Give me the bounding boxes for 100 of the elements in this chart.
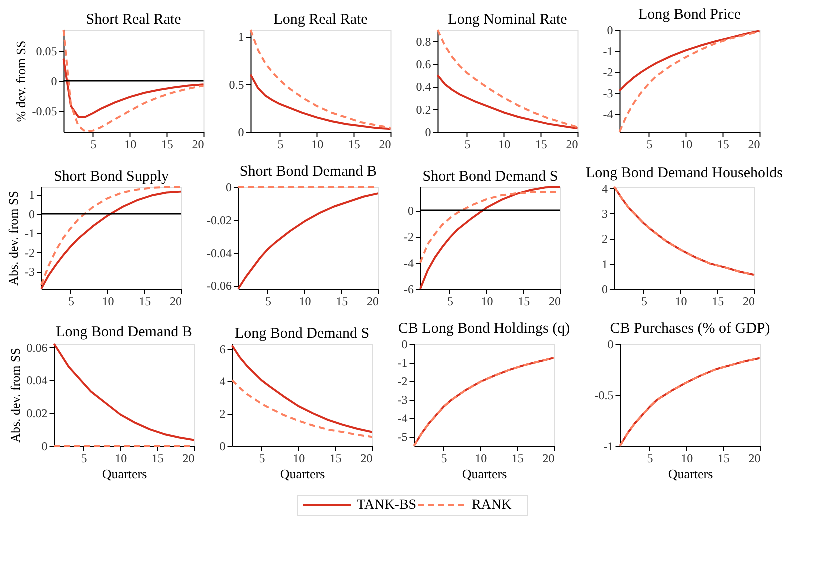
chart-title: Short Bond Supply	[54, 169, 170, 185]
y-tick-label: -3	[398, 393, 408, 408]
chart-title: CB Purchases (% of GDP)	[610, 321, 770, 337]
y-tick-label: -1	[24, 226, 35, 241]
x-tick-label: 10	[293, 452, 306, 466]
y-tick-label: 4	[220, 374, 226, 389]
y-tick-label: 0.2	[416, 102, 432, 117]
x-tick-label: 10	[124, 138, 137, 152]
line-series	[618, 30, 761, 92]
line-series	[250, 74, 392, 130]
y-tick-label: 3	[602, 206, 608, 221]
x-tick-label: 20	[748, 138, 760, 152]
y-tick-label: -6	[404, 282, 414, 296]
y-tick-label: 0	[402, 338, 408, 352]
x-tick-label: 20	[566, 138, 578, 152]
x-tick-label: 20	[366, 294, 379, 308]
y-tick-label: -0.02	[206, 213, 232, 228]
line-series	[436, 74, 579, 130]
x-axis-title: Quarters	[102, 466, 148, 482]
x-tick-label: 15	[330, 452, 342, 466]
x-tick-label: 15	[512, 452, 524, 466]
x-axis-title: Quarters	[280, 466, 326, 482]
x-tick-label: 20	[360, 452, 373, 466]
y-tick-label: 0.5	[229, 78, 244, 92]
line-series	[231, 344, 374, 434]
y-tick-label: 6	[220, 342, 226, 356]
x-tick-label: 20	[742, 294, 755, 308]
x-tick-label: 10	[475, 452, 488, 466]
x-tick-label: 5	[646, 138, 653, 152]
y-tick-label: 0	[607, 24, 614, 38]
y-tick-label: 0	[425, 126, 432, 140]
y-tick-label: -4	[398, 412, 408, 426]
y-axis-title: % dev. from SS	[13, 40, 28, 122]
x-tick-label: 15	[717, 138, 730, 152]
y-tick-label: 0	[28, 207, 35, 222]
y-tick-label: 0.04	[26, 374, 48, 388]
x-tick-label: 10	[481, 294, 494, 308]
x-tick-label: 15	[535, 138, 548, 152]
x-tick-label: 20	[379, 138, 392, 152]
x-tick-label: 15	[718, 452, 730, 466]
x-tick-label: 5	[647, 452, 654, 466]
y-tick-label: -1	[398, 356, 408, 370]
x-axis-title: Quarters	[668, 466, 714, 482]
y-tick-label: -5	[398, 430, 408, 444]
y-tick-label: -3	[24, 265, 35, 280]
x-tick-label: 10	[299, 294, 312, 308]
y-tick-label: -1	[604, 440, 614, 454]
y-tick-label: 1	[238, 30, 244, 44]
y-tick-label: 0.06	[26, 340, 48, 355]
x-tick-label: 20	[542, 452, 555, 466]
y-tick-label: -4	[603, 108, 614, 122]
chart-title: Long Nominal Rate	[448, 12, 568, 28]
y-tick-label: 1	[602, 257, 608, 272]
y-tick-label: 2	[220, 407, 226, 422]
line-series	[250, 29, 392, 130]
y-tick-label: 0.4	[416, 80, 432, 94]
y-axis-title: Abs. dev. from SS	[8, 348, 23, 443]
x-tick-label: 10	[675, 294, 688, 308]
y-tick-label: 0	[51, 74, 58, 88]
y-tick-label: 4	[602, 182, 608, 196]
x-tick-label: 20	[182, 452, 195, 466]
x-tick-label: 5	[68, 294, 74, 308]
y-tick-label: 0.02	[26, 406, 48, 421]
line-series	[436, 29, 579, 128]
chart-title: Long Bond Price	[638, 7, 742, 23]
x-tick-label: 10	[498, 138, 511, 152]
x-tick-label: 10	[681, 452, 694, 466]
y-tick-label: -2	[404, 230, 414, 244]
line-series	[62, 58, 205, 118]
x-tick-label: 15	[139, 294, 152, 308]
y-tick-label: 2	[602, 232, 608, 246]
x-tick-label: 15	[712, 294, 724, 308]
line-series	[231, 379, 374, 438]
chart-title: Long Real Rate	[274, 12, 368, 28]
chart-title: Long Bond Demand S	[234, 326, 370, 342]
y-tick-label: -1	[603, 44, 614, 59]
x-tick-label: 5	[447, 294, 454, 308]
chart-title: Short Bond Demand B	[240, 164, 378, 180]
x-tick-label: 5	[90, 138, 97, 152]
x-tick-label: 5	[441, 452, 448, 466]
y-tick-label: 0	[226, 180, 232, 194]
chart-title: Long Bond Demand B	[56, 324, 192, 340]
x-tick-label: 20	[192, 138, 204, 152]
x-tick-label: 15	[336, 294, 348, 308]
x-tick-label: 15	[152, 452, 164, 466]
x-tick-label: 5	[259, 452, 266, 466]
x-tick-label: 20	[170, 294, 182, 308]
line-series	[53, 343, 196, 442]
x-tick-label: 10	[115, 452, 128, 466]
y-tick-label: -4	[404, 256, 414, 270]
y-tick-label: 0.05	[36, 44, 58, 58]
x-tick-label: 20	[548, 294, 561, 308]
y-tick-label: 0.8	[416, 34, 432, 49]
y-tick-label: 0	[238, 126, 244, 140]
line-series	[613, 186, 756, 276]
y-tick-label: -3	[603, 86, 614, 101]
x-tick-label: 10	[680, 138, 693, 152]
legend-label: TANK-BS	[357, 498, 417, 513]
y-tick-label: 0	[408, 204, 414, 218]
legend-label: RANK	[472, 498, 512, 513]
